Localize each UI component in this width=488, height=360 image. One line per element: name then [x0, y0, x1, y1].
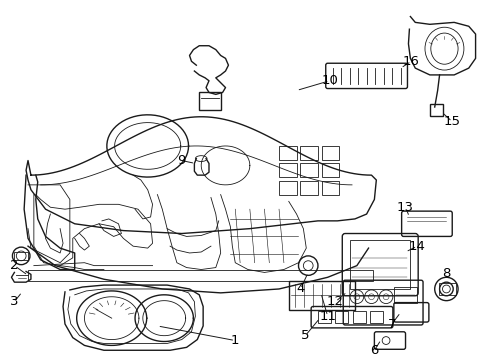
Bar — [370, 311, 383, 323]
Bar — [321, 163, 339, 177]
Bar — [349, 240, 409, 289]
Text: 4: 4 — [296, 283, 304, 296]
Bar — [300, 163, 317, 177]
Text: 3: 3 — [10, 295, 19, 308]
Bar — [300, 181, 317, 195]
Text: 11: 11 — [319, 310, 336, 323]
Bar — [28, 270, 373, 281]
Text: 14: 14 — [408, 240, 425, 253]
Bar — [14, 252, 28, 260]
Bar — [335, 311, 347, 323]
Text: 6: 6 — [369, 344, 378, 357]
Bar — [300, 146, 317, 159]
Bar — [279, 181, 296, 195]
Bar — [321, 181, 339, 195]
Text: 5: 5 — [301, 329, 309, 342]
Bar — [288, 281, 354, 310]
Bar — [199, 93, 220, 110]
Bar — [279, 163, 296, 177]
Bar — [438, 283, 455, 295]
Text: 15: 15 — [443, 115, 460, 128]
Text: 12: 12 — [326, 295, 343, 308]
Bar — [321, 146, 339, 159]
Bar — [317, 311, 330, 323]
Text: 10: 10 — [321, 74, 337, 87]
Text: 1: 1 — [230, 334, 239, 347]
Bar — [352, 311, 365, 323]
Bar — [393, 287, 416, 303]
Bar — [429, 104, 443, 116]
Text: 8: 8 — [441, 267, 449, 280]
Text: 9: 9 — [177, 154, 185, 167]
Text: 7: 7 — [387, 318, 395, 330]
Text: 16: 16 — [402, 55, 419, 68]
Text: 13: 13 — [396, 201, 413, 214]
Text: 2: 2 — [10, 259, 19, 272]
Bar — [279, 146, 296, 159]
